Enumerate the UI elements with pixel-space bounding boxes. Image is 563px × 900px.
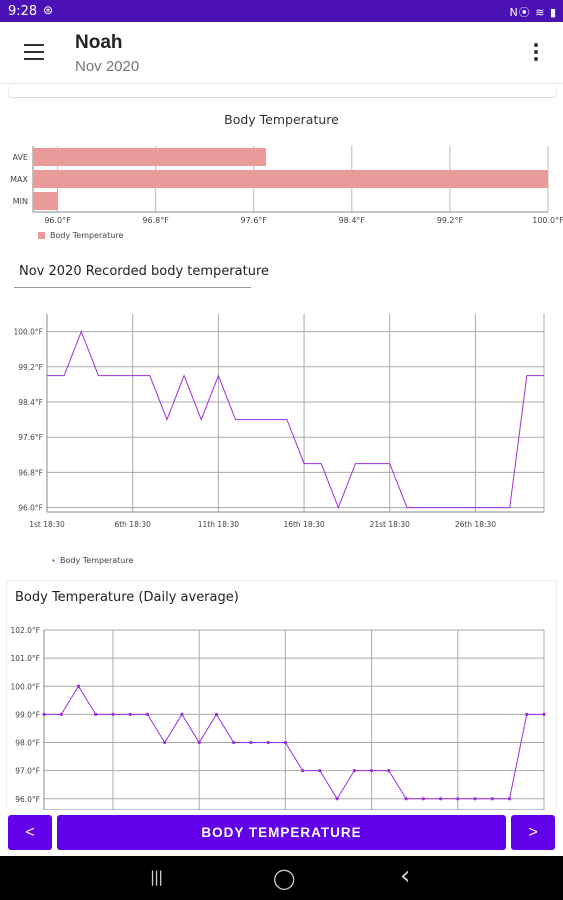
- data-point: [266, 740, 270, 745]
- data-point: [214, 712, 219, 716]
- daily-average-card: [6, 580, 557, 820]
- data-point: [335, 797, 339, 801]
- data-point: [456, 797, 460, 801]
- y-tick-label: 102.0°F: [10, 626, 40, 635]
- daily-chart-title: Body Temperature (Daily average): [15, 590, 239, 605]
- data-point: [76, 684, 81, 688]
- y-tick-label: 100.0°F: [13, 328, 43, 337]
- hamburger-menu-icon[interactable]: [24, 44, 44, 60]
- page-title: Noah: [75, 32, 123, 53]
- y-tick-label: 100.0°F: [10, 682, 40, 691]
- data-point: [318, 769, 322, 773]
- series-line: [47, 330, 544, 509]
- prev-button[interactable]: <: [8, 815, 52, 850]
- x-tick-label: 97.6°F: [241, 216, 268, 225]
- data-point: [369, 769, 374, 773]
- data-point: [301, 769, 305, 773]
- page-subtitle: Nov 2020: [75, 58, 140, 75]
- data-point: [404, 797, 408, 801]
- summary-chart-title: Body Temperature: [224, 112, 339, 127]
- bar: [33, 192, 58, 210]
- data-point: [542, 712, 546, 716]
- x-tick-label: 21st 18:30: [370, 520, 411, 529]
- series-line: [44, 685, 544, 800]
- data-point: [197, 740, 201, 745]
- summary-bar-chart: 96.0°F 96.8°F 97.6°F 98.4°F 99.2°F 100.0°F AVE…: [10, 146, 563, 225]
- category-label: AVE: [13, 153, 29, 162]
- data-point: [283, 740, 287, 745]
- summary-legend-label: Body Temperature: [50, 231, 124, 240]
- y-tick-label: 97.0°F: [15, 767, 40, 776]
- data-point: [145, 712, 150, 716]
- x-tick-label: 98.4°F: [339, 216, 366, 225]
- data-point: [232, 740, 236, 745]
- status-time: 9:28: [8, 4, 38, 19]
- category-label: MIN: [13, 197, 28, 206]
- x-tick-label: 11th 18:30: [198, 520, 239, 529]
- data-point: [421, 797, 425, 801]
- y-tick-label: 98.4°F: [18, 398, 43, 407]
- data-point: [180, 712, 184, 716]
- y-tick-label: 96.0°F: [15, 795, 40, 804]
- recorded-legend-marker: ▪: [52, 556, 55, 565]
- back-icon[interactable]: ‹: [400, 861, 411, 891]
- x-tick-label: 1st 18:30: [29, 520, 65, 529]
- recorded-legend-label: Body Temperature: [60, 556, 134, 565]
- daily-line-chart: 96.0°F 97.0°F 98.0°F 99.0°F 100.0°F 101.0°F 10…: [10, 626, 546, 810]
- data-point: [490, 797, 494, 801]
- home-icon[interactable]: ◯: [273, 866, 296, 890]
- x-tick-label: 26th 18:30: [455, 520, 496, 529]
- category-label: MAX: [10, 175, 28, 184]
- section-label[interactable]: Nov 2020 Recorded body temperature: [19, 264, 270, 279]
- y-tick-label: 99.2°F: [18, 363, 43, 372]
- bar: [33, 148, 266, 166]
- data-point: [128, 712, 132, 716]
- y-tick-label: 99.0°F: [15, 710, 40, 719]
- data-point: [42, 712, 46, 716]
- bar: [33, 170, 548, 188]
- app-bar: Noah Nov 2020: [0, 22, 563, 84]
- y-tick-label: 96.8°F: [18, 468, 43, 477]
- recents-icon[interactable]: |||: [150, 868, 163, 886]
- data-point: [525, 712, 529, 716]
- status-icons: N⦿ ≋ ▮: [509, 6, 557, 19]
- x-tick-label: 96.0°F: [44, 216, 71, 225]
- data-point: [507, 797, 512, 801]
- status-bar: 9:28 ⊛ N⦿ ≋ ▮: [0, 0, 563, 22]
- data-point: [94, 712, 98, 716]
- sync-icon: ⊛: [43, 3, 54, 17]
- system-nav-bar: ||| ◯ ‹: [0, 856, 563, 900]
- data-point: [438, 797, 443, 801]
- section-underline: [14, 287, 251, 288]
- y-tick-label: 98.0°F: [15, 739, 40, 748]
- x-tick-label: 100.0°F: [532, 216, 563, 225]
- next-button[interactable]: >: [511, 815, 555, 850]
- data-point: [59, 712, 63, 716]
- x-tick-label: 99.2°F: [437, 216, 464, 225]
- more-vert-icon[interactable]: [533, 43, 539, 63]
- bottom-action-bar: < BODY TEMPERATURE >: [0, 810, 563, 856]
- data-point: [473, 797, 477, 801]
- card-edge: [8, 86, 557, 98]
- data-point: [387, 769, 391, 773]
- data-point: [163, 740, 167, 745]
- data-point: [249, 740, 253, 745]
- body-temperature-button[interactable]: BODY TEMPERATURE: [57, 815, 506, 850]
- x-tick-label: 6th 18:30: [114, 520, 151, 529]
- data-point: [111, 712, 115, 716]
- data-point: [352, 769, 356, 773]
- x-tick-label: 96.8°F: [142, 216, 169, 225]
- x-tick-label: 16th 18:30: [283, 520, 324, 529]
- y-tick-label: 97.6°F: [18, 433, 43, 442]
- y-tick-label: 96.0°F: [18, 504, 43, 513]
- recorded-line-chart: 96.0°F 96.8°F 97.6°F 98.4°F 99.2°F 100.0°F 1st…: [13, 314, 545, 529]
- summary-legend-swatch: [38, 232, 45, 239]
- y-tick-label: 101.0°F: [10, 654, 40, 663]
